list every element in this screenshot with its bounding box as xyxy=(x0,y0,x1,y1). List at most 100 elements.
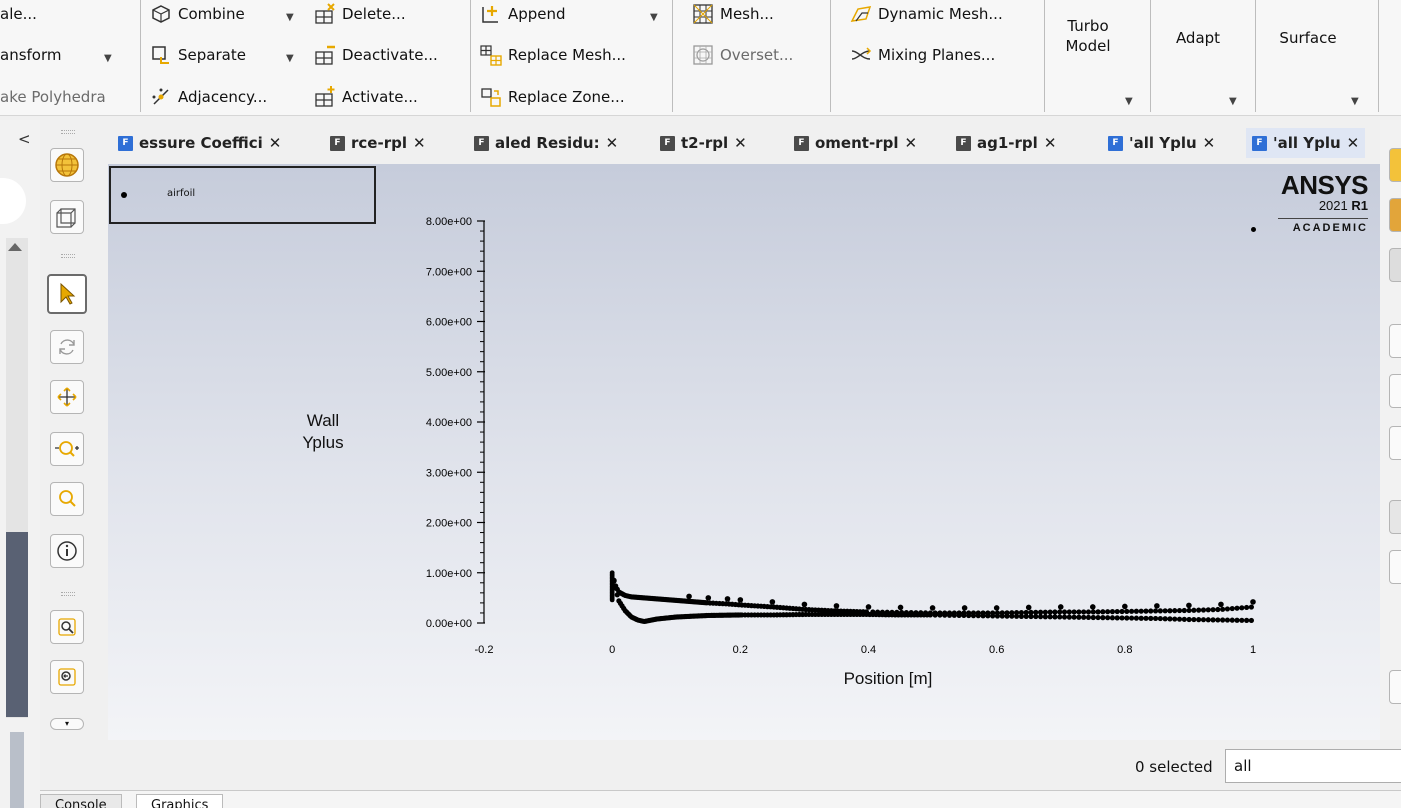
transform-chevron-down-icon[interactable]: ▼ xyxy=(104,53,112,64)
right-tool-button[interactable] xyxy=(1389,148,1401,182)
replace-mesh-button[interactable]: Replace Mesh... xyxy=(480,41,626,69)
tab-plot-8[interactable]: F 'all Yplu ✕ xyxy=(1246,128,1366,158)
y-tick-label: 4.00e+00 xyxy=(426,417,472,429)
y-axis-label: Wall Yplus xyxy=(268,410,378,454)
ribbon-divider xyxy=(1255,0,1256,112)
close-icon[interactable]: ✕ xyxy=(605,134,619,152)
deactivate-button[interactable]: Deactivate... xyxy=(314,41,438,69)
mixing-planes-button[interactable]: Mixing Planes... xyxy=(850,41,995,69)
zoom-previous-button[interactable] xyxy=(50,660,84,694)
overset-button[interactable]: Overset... xyxy=(692,41,793,69)
transform-button[interactable]: ansform xyxy=(0,41,62,69)
make-polyhedra-button[interactable]: ake Polyhedra xyxy=(0,83,106,111)
pointer-button[interactable] xyxy=(47,274,87,314)
ansys-version-year: 2021 xyxy=(1318,198,1348,213)
ribbon-divider xyxy=(672,0,673,112)
separate-button[interactable]: Separate xyxy=(150,41,246,69)
right-tool-button[interactable] xyxy=(1389,198,1401,232)
zoom-fit-button[interactable] xyxy=(50,610,84,644)
close-icon[interactable]: ✕ xyxy=(268,134,282,152)
append-button[interactable]: Append xyxy=(480,0,566,28)
data-point xyxy=(932,612,938,618)
right-tool-button[interactable] xyxy=(1389,374,1401,408)
probe-button[interactable] xyxy=(50,534,84,568)
right-tool-button[interactable] xyxy=(1389,550,1401,584)
data-point xyxy=(1167,608,1173,614)
mesh-display-button[interactable] xyxy=(50,148,84,182)
tab-plot-7[interactable]: F 'all Yplu ✕ xyxy=(1108,128,1215,158)
scrollbar-thumb[interactable] xyxy=(6,532,28,717)
close-icon[interactable]: ✕ xyxy=(904,134,918,152)
combine-chevron-down-icon[interactable]: ▼ xyxy=(286,12,294,23)
toolbar-grip[interactable] xyxy=(61,254,75,258)
close-icon[interactable]: ✕ xyxy=(1346,134,1360,152)
file-icon: F xyxy=(330,135,345,151)
selection-filter-input[interactable]: all xyxy=(1225,749,1401,783)
data-point xyxy=(1061,614,1068,620)
separate-chevron-down-icon[interactable]: ▼ xyxy=(286,53,294,64)
right-tool-button[interactable] xyxy=(1389,248,1401,282)
right-tool-button[interactable] xyxy=(1389,670,1401,704)
mixing-planes-icon xyxy=(850,44,872,66)
close-icon[interactable]: ✕ xyxy=(412,134,426,152)
adapt-button[interactable]: Adapt xyxy=(1160,28,1236,48)
zoom-box-button[interactable] xyxy=(50,482,84,516)
toolbar-grip[interactable] xyxy=(61,592,75,596)
data-point xyxy=(1181,616,1187,622)
adapt-chevron-down-icon[interactable]: ▼ xyxy=(1229,96,1237,107)
mesh-button[interactable]: Mesh... xyxy=(692,0,774,28)
combine-button[interactable]: Combine xyxy=(150,0,245,28)
data-point xyxy=(1215,606,1221,613)
replace-mesh-icon xyxy=(480,44,502,66)
zoom-in-button[interactable] xyxy=(50,432,84,466)
rotate-button[interactable] xyxy=(50,330,84,364)
data-point xyxy=(1089,604,1096,610)
data-point xyxy=(1057,609,1063,615)
close-icon[interactable]: ✕ xyxy=(1043,134,1057,152)
data-point xyxy=(1028,609,1034,616)
tab-label: ag1-rpl xyxy=(977,134,1038,152)
legend-marker xyxy=(121,192,127,198)
tab-console[interactable]: Console xyxy=(40,794,122,808)
data-point xyxy=(975,613,981,619)
data-point xyxy=(994,613,1001,619)
close-icon[interactable]: ✕ xyxy=(1202,134,1216,152)
turbo-model-chevron-down-icon[interactable]: ▼ xyxy=(1125,96,1133,107)
scale-label: ale... xyxy=(0,5,37,23)
replace-zone-button[interactable]: Replace Zone... xyxy=(480,83,625,111)
dynamic-mesh-button[interactable]: Dynamic Mesh... xyxy=(850,0,1003,28)
collapse-panel-icon[interactable]: < xyxy=(18,130,31,148)
view-box-button[interactable] xyxy=(50,200,84,234)
right-tool-button[interactable] xyxy=(1389,500,1401,534)
surface-chevron-down-icon[interactable]: ▼ xyxy=(1351,96,1359,107)
data-point xyxy=(1071,614,1077,620)
data-point xyxy=(1205,617,1211,623)
toolbar-grip[interactable] xyxy=(61,130,75,134)
data-point xyxy=(1210,607,1216,613)
toolbar-more-button[interactable]: ▾ xyxy=(50,718,84,730)
data-point xyxy=(1122,603,1128,610)
data-point xyxy=(1042,614,1048,620)
data-point xyxy=(1023,609,1029,616)
append-chevron-down-icon[interactable]: ▼ xyxy=(650,12,658,23)
adjacency-button[interactable]: Adjacency... xyxy=(150,83,267,111)
surface-button[interactable]: Surface xyxy=(1265,28,1351,48)
data-point xyxy=(1095,609,1101,615)
right-tool-button[interactable] xyxy=(1389,426,1401,460)
graphics-window[interactable]: airfoil ANSYS 2021 R1 ACADEMIC Wall Yplu… xyxy=(108,164,1380,740)
right-tool-button[interactable] xyxy=(1389,324,1401,358)
turbo-model-button[interactable]: Turbo Model xyxy=(1050,16,1126,56)
pan-button[interactable] xyxy=(50,380,84,414)
close-icon[interactable]: ✕ xyxy=(734,134,747,152)
scale-button[interactable]: ale... xyxy=(0,0,37,28)
delete-button[interactable]: Delete... xyxy=(314,0,406,28)
activate-button[interactable]: Activate... xyxy=(314,83,418,111)
scroll-up-icon[interactable] xyxy=(8,243,22,251)
tab-graphics[interactable]: Graphics xyxy=(136,794,224,808)
